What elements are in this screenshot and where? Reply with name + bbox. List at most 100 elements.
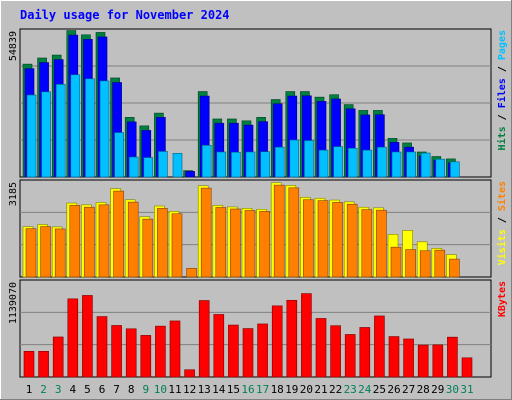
x-tick-label: 18 — [271, 383, 284, 396]
bar-pages-day-16 — [245, 151, 256, 178]
bar-kbytes-day-26 — [388, 336, 400, 378]
x-tick-label: 25 — [373, 383, 386, 396]
x-tick-label: 9 — [142, 383, 149, 396]
bar-kbytes-day-22 — [330, 325, 341, 378]
x-tick-label: 13 — [198, 383, 211, 396]
bar-kbytes-day-31 — [461, 357, 473, 378]
panel-sites-visits: 3185 Visits / Sites — [8, 179, 508, 278]
bar-pages-day-6 — [99, 80, 110, 178]
legend-entry: KBytes — [497, 281, 508, 317]
bar-sites-day-19 — [288, 187, 300, 278]
bar-pages-day-18 — [274, 146, 285, 178]
bar-kbytes-day-10 — [155, 325, 166, 378]
legend-entry: / — [497, 211, 508, 229]
bar-sites-day-15 — [230, 208, 241, 278]
bar-pages-day-1 — [26, 94, 37, 178]
x-tick-label: 4 — [69, 383, 76, 396]
x-tick-label: 30 — [446, 383, 459, 396]
legend-entry: Pages — [497, 30, 508, 60]
bar-kbytes-day-27 — [403, 338, 414, 378]
bar-kbytes-day-21 — [315, 318, 327, 378]
bar-pages-day-13 — [201, 145, 212, 178]
x-tick-labels: 1 2 3 4 5 6 7 8 9 10 11 12 13 14 15 16 17 18 19 20 21 22 23 24 2… — [26, 383, 474, 396]
bar-kbytes-day-11 — [169, 320, 181, 378]
x-tick-label: 19 — [285, 383, 298, 396]
x-tick-label: 14 — [212, 383, 226, 396]
x-tick-label: 17 — [256, 383, 269, 396]
series-legend-vertical: KBytes — [497, 281, 508, 317]
legend-entry: Visits — [496, 229, 508, 265]
bar-sites-day-1 — [25, 228, 37, 278]
bar-kbytes-day-29 — [432, 344, 444, 378]
bar-kbytes-day-20 — [301, 293, 312, 378]
bar-pages-day-28 — [420, 152, 431, 178]
series-legend-vertical: Visits / Sites — [496, 181, 508, 265]
bar-kbytes-day-2 — [38, 351, 49, 378]
x-tick-label: 28 — [417, 383, 430, 396]
bar-kbytes-day-5 — [82, 295, 93, 378]
series-legend-vertical: Hits / Files / Pages — [496, 30, 508, 150]
bar-pages-day-25 — [377, 146, 387, 178]
x-tick-label: 1 — [26, 383, 33, 396]
bar-sites-day-25 — [376, 209, 387, 278]
bar-kbytes-day-23 — [344, 334, 356, 378]
bar-pages-day-3 — [55, 84, 66, 178]
y-max-label: 1139070 — [8, 282, 19, 324]
bar-pages-day-7 — [114, 132, 124, 178]
bar-files-day-12 — [185, 171, 195, 178]
x-tick-label: 15 — [227, 383, 240, 396]
bar-sites-day-20 — [303, 199, 314, 278]
bar-sites-day-17 — [259, 211, 270, 278]
panel-kbytes: 1139070 KBytes — [8, 279, 508, 378]
x-tick-label: 2 — [40, 383, 47, 396]
bar-sites-day-5 — [84, 206, 95, 278]
bar-sites-day-29 — [434, 249, 446, 278]
bar-sites-day-3 — [54, 228, 66, 278]
bar-pages-day-27 — [406, 151, 416, 178]
bar-kbytes-day-4 — [67, 298, 79, 378]
bar-sites-day-12 — [186, 268, 197, 278]
bar-sites-day-23 — [346, 203, 358, 278]
x-tick-label: 12 — [183, 383, 196, 396]
bar-pages-day-5 — [85, 78, 95, 178]
bar-sites-day-26 — [390, 246, 402, 278]
chart-panels: 54839 Hits / Files / Pages 3185 Visits / Si… — [8, 28, 508, 378]
x-tick-label: 6 — [99, 383, 106, 396]
bar-pages-day-22 — [333, 146, 343, 178]
bar-kbytes-day-16 — [242, 328, 254, 378]
bar-sites-day-16 — [244, 210, 256, 278]
y-max-label: 3185 — [8, 182, 19, 206]
bar-kbytes-day-24 — [359, 327, 371, 378]
bar-pages-day-11 — [172, 153, 183, 178]
bar-kbytes-day-30 — [447, 336, 458, 378]
x-tick-label: 21 — [314, 383, 327, 396]
bar-pages-day-8 — [128, 156, 139, 178]
x-tick-label: 16 — [241, 383, 254, 396]
bar-kbytes-day-19 — [286, 299, 298, 378]
bar-kbytes-day-7 — [111, 325, 122, 378]
bar-pages-day-24 — [362, 149, 373, 178]
x-tick-label: 22 — [329, 383, 342, 396]
bar-sites-day-30 — [449, 258, 460, 278]
bar-sites-day-18 — [273, 184, 285, 278]
bar-kbytes-day-8 — [125, 328, 137, 378]
bar-sites-day-4 — [69, 205, 81, 278]
bar-pages-day-10 — [158, 151, 168, 178]
bar-kbytes-day-28 — [417, 344, 429, 378]
bar-pages-day-9 — [143, 157, 154, 178]
x-tick-label: 26 — [387, 383, 400, 396]
bar-sites-day-22 — [332, 202, 343, 278]
chart-title: Daily usage for November 2024 — [20, 8, 230, 22]
bar-pages-day-30 — [450, 161, 460, 178]
bar-kbytes-day-15 — [228, 324, 239, 378]
bar-sites-day-11 — [171, 213, 183, 278]
bar-sites-day-27 — [405, 249, 416, 278]
x-tick-label: 5 — [84, 383, 91, 396]
bar-sites-day-10 — [157, 208, 168, 278]
x-tick-label: 23 — [344, 383, 357, 396]
bar-kbytes-day-1 — [23, 351, 35, 378]
x-tick-label: 20 — [300, 383, 313, 396]
x-tick-label: 3 — [55, 383, 62, 396]
x-tick-label: 11 — [168, 383, 181, 396]
